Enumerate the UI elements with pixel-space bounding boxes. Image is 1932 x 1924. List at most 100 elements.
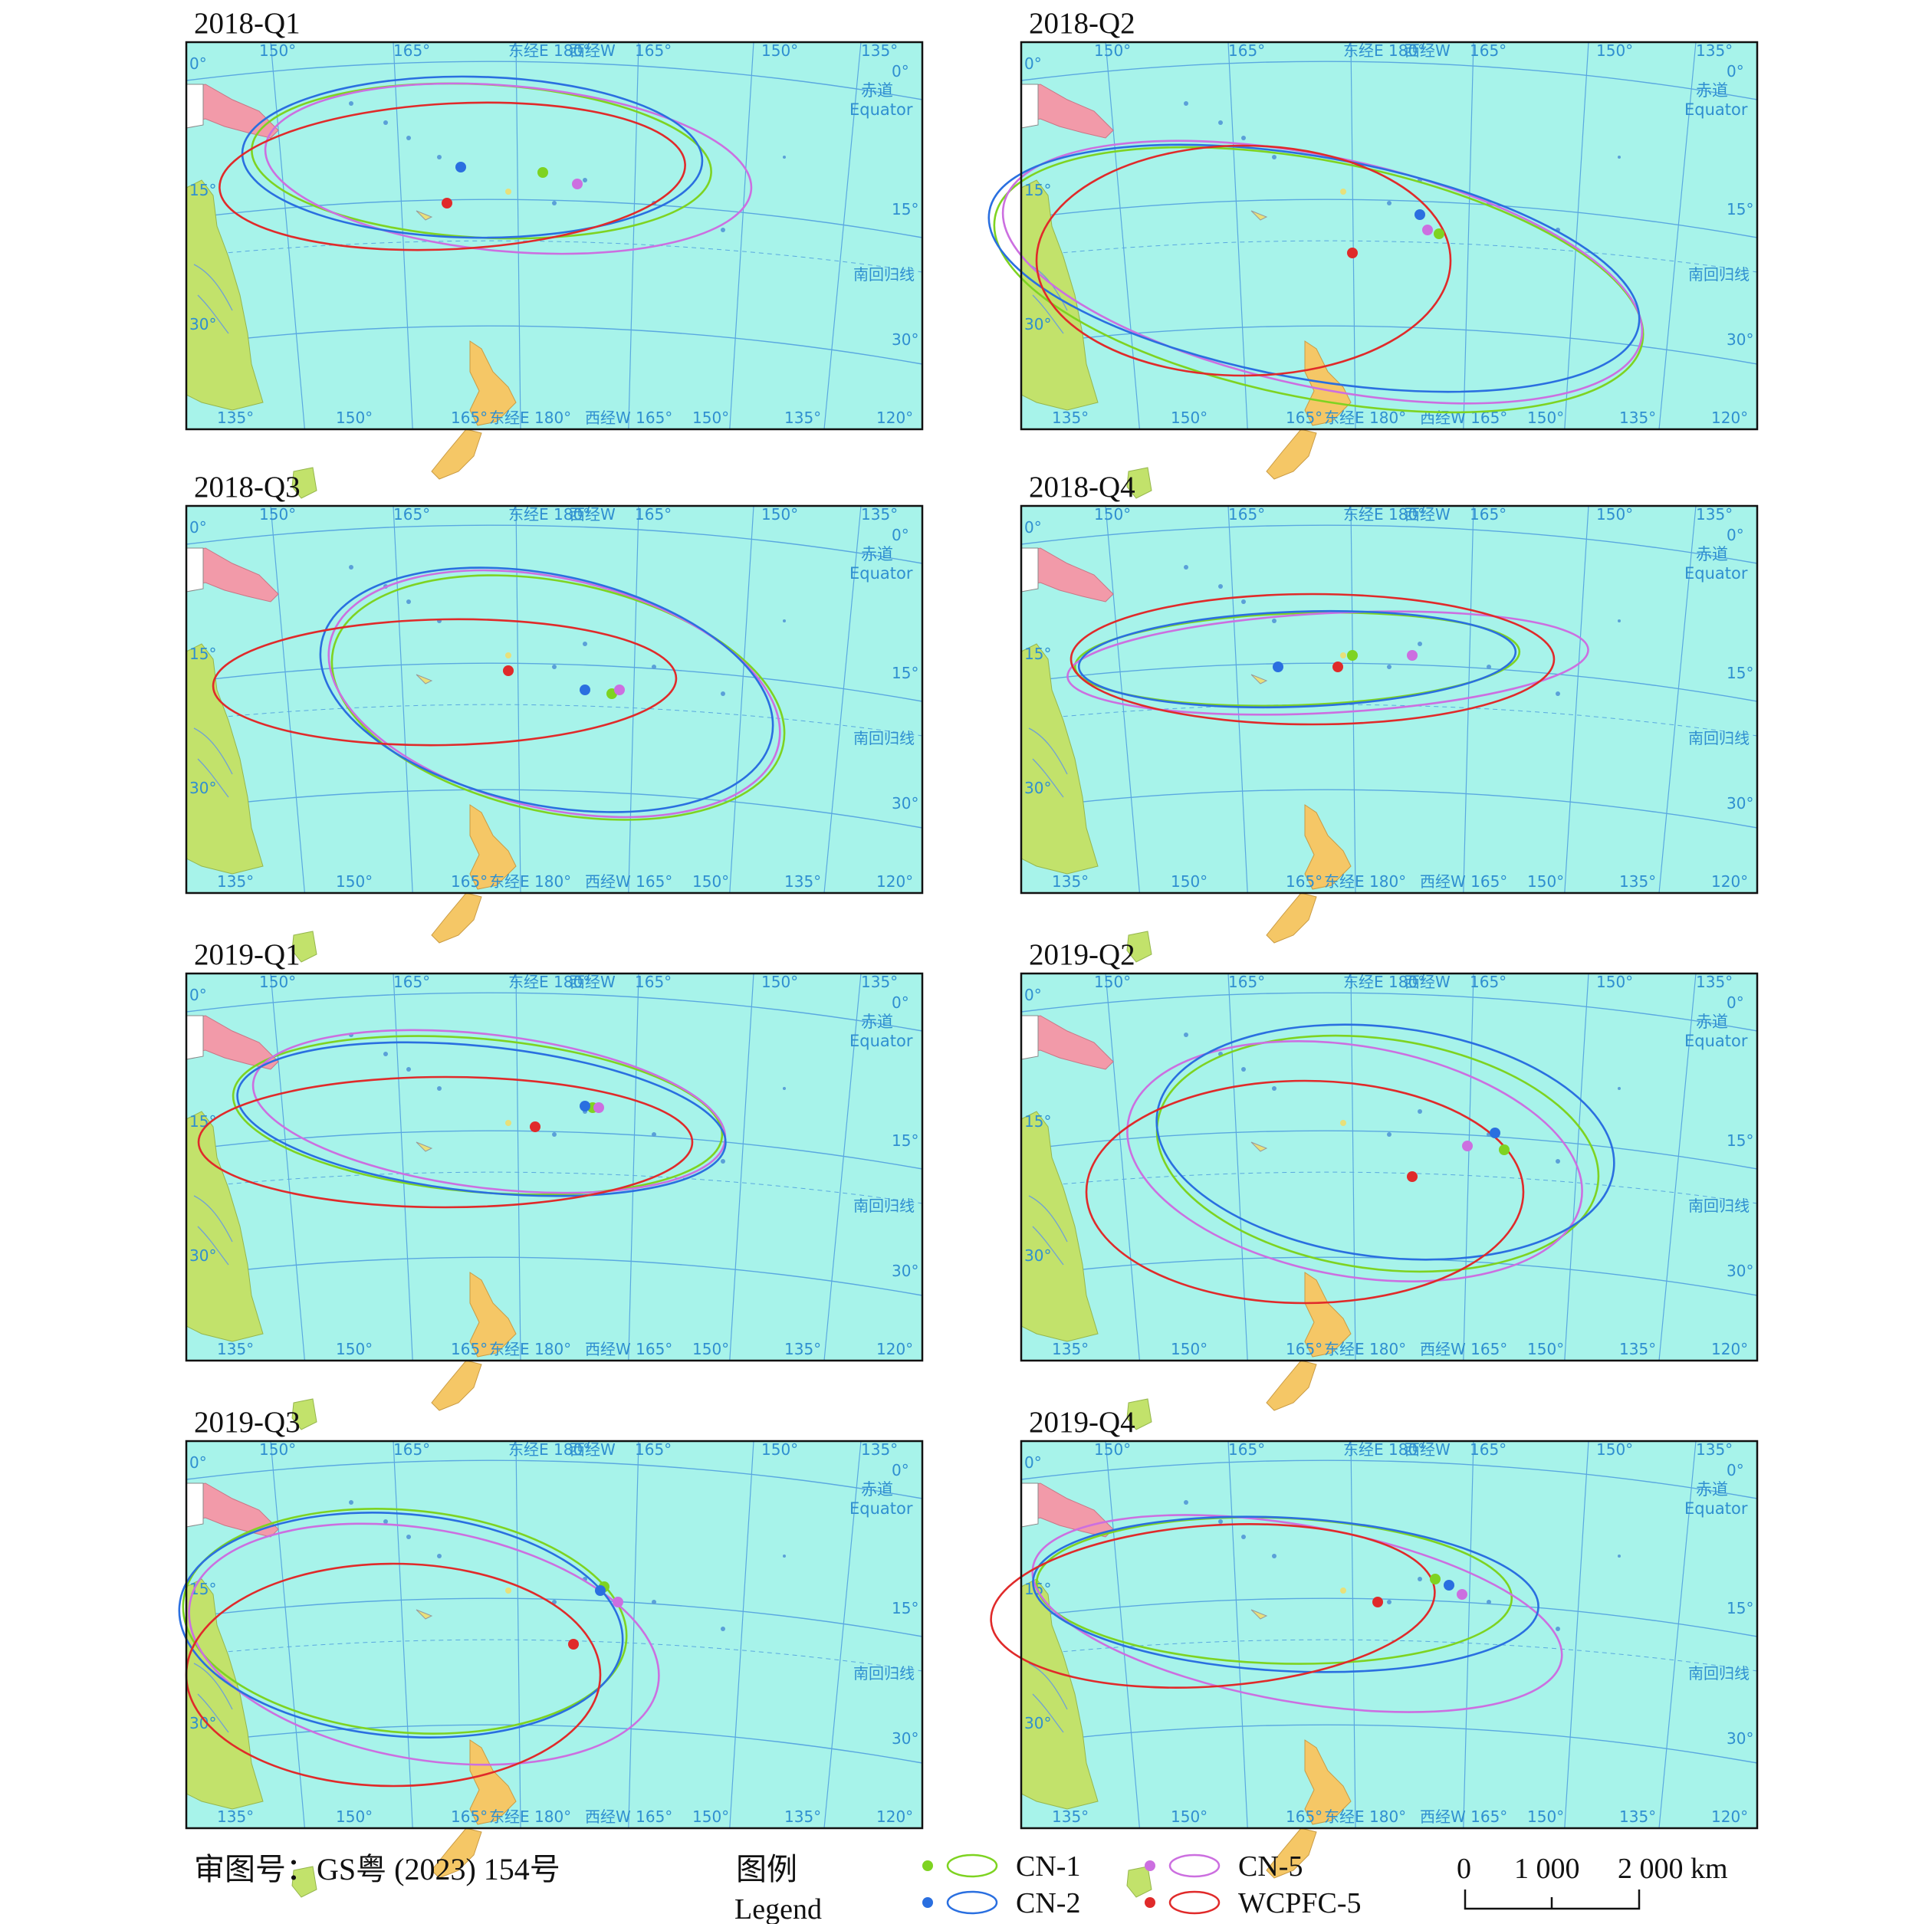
top-longitude-tick: 西经W (570, 505, 616, 524)
right-latitude-tick: 30° (892, 1729, 918, 1748)
centroid-wcpfc-5 (1407, 1171, 1418, 1182)
bottom-longitude-tick: 东经E 180° (489, 1807, 571, 1826)
legend-item-cn-1: CN-1 (922, 1850, 1080, 1883)
bottom-longitude-tick: 120° (876, 872, 913, 891)
latitude-line (186, 61, 923, 100)
top-longitude-tick: 165° (1470, 1440, 1506, 1459)
top-longitude-tick: 165° (1228, 973, 1265, 991)
centroid-cn-1 (537, 167, 548, 178)
bottom-longitude-tick: 西经W 165° (1420, 1807, 1507, 1826)
legend-item-cn-5: CN-5 (1145, 1850, 1303, 1883)
top-longitude-tick: 西经W (1405, 505, 1451, 524)
top-longitude-tick: 东经E 180° (1343, 41, 1425, 60)
top-longitude-tick: 150° (1596, 41, 1633, 60)
equator-label-cn: 赤道 (1696, 1480, 1728, 1499)
longitude-line (628, 1440, 639, 1829)
top-longitude-tick: 150° (259, 41, 296, 60)
centroid-cn-2 (1490, 1128, 1500, 1138)
bottom-longitude-tick: 150° (692, 1340, 729, 1358)
equator-label-cn: 赤道 (861, 1013, 893, 1031)
right-latitude-tick: 0° (1727, 1461, 1744, 1479)
top-longitude-tick: 西经W (570, 973, 616, 991)
centroid-cn-2 (580, 1101, 590, 1111)
confidence-ellipse-wcpfc-5 (197, 1075, 694, 1209)
longitude-line (628, 41, 639, 430)
equator-label-en: Equator (1684, 1032, 1748, 1050)
centroid-cn-1 (1499, 1144, 1510, 1155)
longitude-line (1658, 505, 1697, 894)
top-longitude-tick: 150° (1094, 973, 1131, 991)
longitude-line (1350, 1440, 1356, 1829)
bottom-longitude-tick: 165° (451, 872, 488, 891)
right-latitude-tick: 15° (1727, 200, 1753, 218)
top-longitude-tick: 165° (1228, 41, 1265, 60)
bottom-longitude-tick: 东经E 180° (1324, 1340, 1406, 1358)
left-latitude-tick: 15° (1024, 181, 1051, 199)
confidence-ellipse-cn-5 (327, 569, 781, 819)
longitude-line (1658, 1440, 1697, 1829)
legend-title-en: Legend (734, 1893, 822, 1924)
latitude-line (186, 524, 923, 564)
confidence-ellipse-cn-2 (178, 1512, 624, 1738)
confidence-ellipse-cn-1 (330, 574, 786, 821)
confidence-ellipse-cn-1 (182, 1508, 628, 1735)
legend-label: CN-1 (1016, 1850, 1080, 1883)
confidence-ellipse-cn-5 (188, 1522, 660, 1766)
top-longitude-tick: 东经E 180° (508, 973, 590, 991)
top-longitude-tick: 150° (1596, 1440, 1633, 1459)
ocean-background (186, 506, 922, 893)
top-longitude-tick: 西经W (570, 1440, 616, 1459)
confidence-ellipse-cn-5 (1066, 610, 1589, 716)
top-longitude-tick: 150° (1094, 1440, 1131, 1459)
latitude-line (1020, 199, 1758, 238)
bottom-longitude-tick: 135° (1052, 1807, 1089, 1826)
longitude-line (1227, 41, 1248, 430)
panel-title: 2018-Q2 (1029, 7, 1135, 40)
bottom-longitude-tick: 150° (692, 1807, 729, 1826)
panel-title: 2018-Q3 (194, 471, 301, 504)
longitude-line (515, 505, 521, 894)
map-frame (185, 972, 924, 1362)
longitude-line (823, 41, 862, 430)
left-latitude-tick: 0° (1024, 986, 1042, 1004)
bottom-longitude-tick: 135° (1052, 872, 1089, 891)
equator-label-en: Equator (849, 1032, 913, 1050)
confidence-ellipse-cn-2 (319, 566, 774, 813)
left-latitude-tick: 15° (1024, 1112, 1051, 1131)
left-latitude-tick: 30° (1024, 1714, 1051, 1732)
approval-number: 审图号：GS粤 (2023) 154号 (194, 1852, 560, 1886)
bottom-longitude-tick: 165° (1286, 409, 1322, 427)
equator-label-cn: 赤道 (861, 1480, 893, 1499)
bottom-longitude-tick: 165° (1286, 1340, 1322, 1358)
left-latitude-tick: 30° (1024, 779, 1051, 797)
longitude-line (1105, 1440, 1140, 1829)
centroid-cn-1 (1434, 228, 1444, 239)
tropic-label: 南回归线 (1688, 1197, 1750, 1215)
bottom-longitude-tick: 150° (1171, 1807, 1208, 1826)
bottom-longitude-tick: 165° (451, 1340, 488, 1358)
latitude-line (1020, 524, 1758, 564)
centroid-cn-5 (1407, 650, 1418, 661)
left-latitude-tick: 0° (189, 518, 207, 537)
centroid-wcpfc-5 (442, 198, 452, 208)
right-latitude-tick: 15° (1727, 1131, 1753, 1150)
equator-label-en: Equator (1684, 100, 1748, 119)
tropic-label: 南回归线 (1688, 265, 1750, 284)
tropic-label: 南回归线 (853, 265, 915, 284)
bottom-longitude-tick: 165° (1286, 872, 1322, 891)
bottom-longitude-tick: 东经E 180° (1324, 872, 1406, 891)
longitude-line (270, 973, 305, 1361)
top-longitude-tick: 150° (1094, 41, 1131, 60)
right-latitude-tick: 30° (892, 1262, 918, 1280)
top-longitude-tick: 东经E 180° (508, 505, 590, 524)
bottom-longitude-tick: 165° (451, 1807, 488, 1826)
ocean-background (1021, 1441, 1757, 1828)
right-latitude-tick: 15° (892, 1131, 918, 1150)
confidence-ellipse-cn-1 (993, 146, 1644, 414)
scale-label: 1 000 (1514, 1853, 1580, 1885)
legend-ellipse (946, 1853, 998, 1878)
bottom-longitude-tick: 120° (1711, 872, 1748, 891)
